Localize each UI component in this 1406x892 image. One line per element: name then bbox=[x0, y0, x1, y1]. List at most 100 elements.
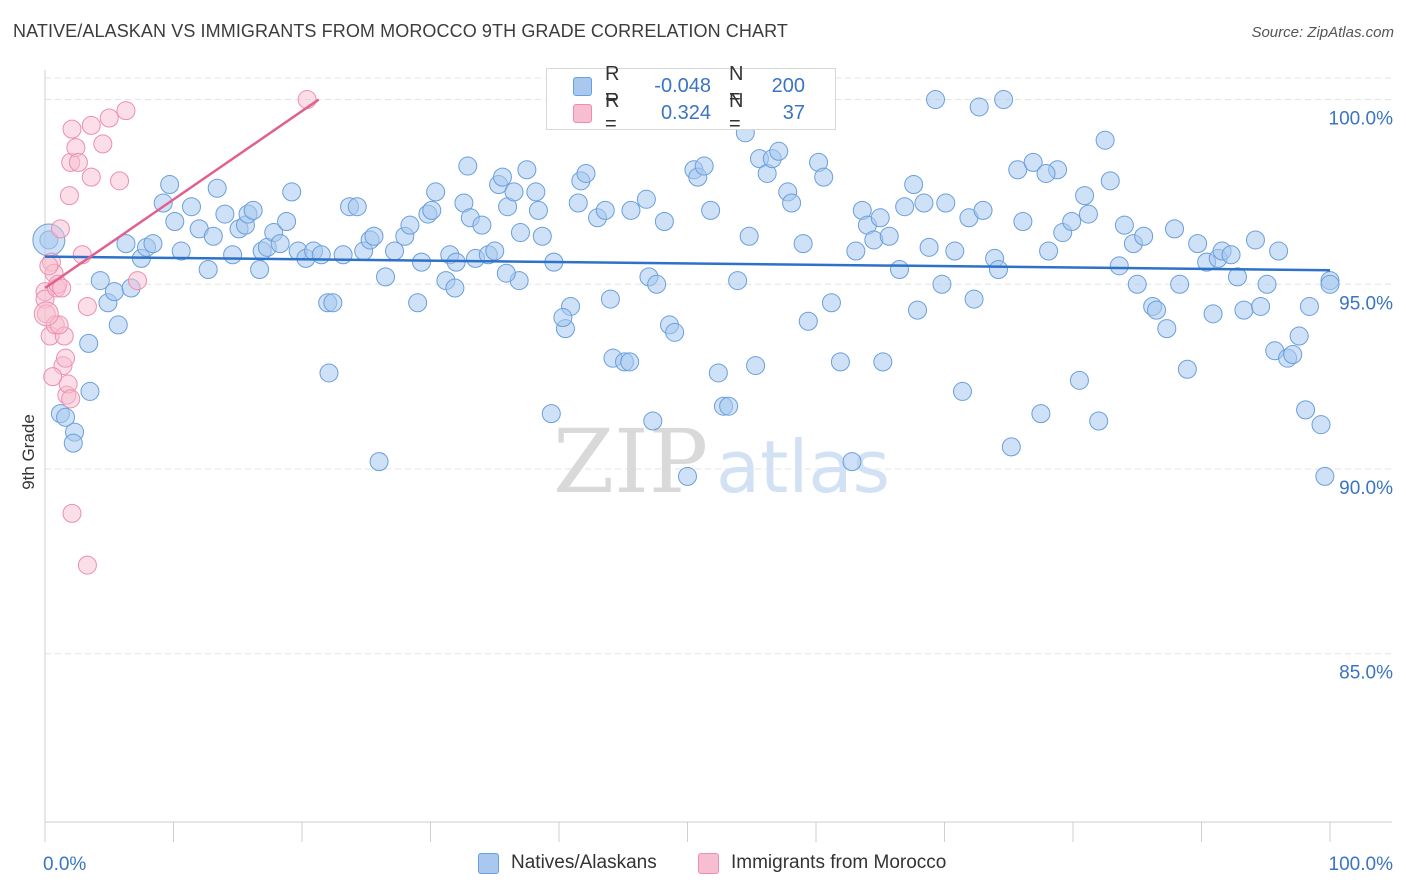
data-point-natives bbox=[458, 156, 478, 176]
correlation-legend: R = -0.048 N = 200 R = 0.324 N = 37 bbox=[546, 63, 836, 135]
axes bbox=[44, 70, 1392, 842]
data-point-natives bbox=[63, 433, 83, 453]
data-point-natives bbox=[223, 245, 243, 265]
bottom-legend-morocco: Immigrants from Morocco bbox=[698, 852, 946, 874]
data-point-natives bbox=[1170, 274, 1190, 294]
data-point-natives bbox=[1299, 296, 1319, 316]
data-point-natives bbox=[701, 200, 721, 220]
data-point-natives bbox=[270, 234, 290, 254]
data-point-natives bbox=[873, 352, 893, 372]
data-point-natives bbox=[879, 226, 899, 246]
legend-n-value: 37 bbox=[782, 101, 805, 124]
y-tick-label: 90.0% bbox=[1339, 478, 1393, 499]
data-point-natives bbox=[620, 352, 640, 372]
data-point-natives bbox=[908, 300, 928, 320]
data-point-natives bbox=[323, 293, 343, 313]
data-point-natives bbox=[647, 274, 667, 294]
bottom-legend-swatch-morocco bbox=[698, 852, 719, 874]
data-point-natives bbox=[1062, 211, 1082, 231]
data-point-natives bbox=[1157, 319, 1177, 339]
data-point-natives bbox=[116, 234, 136, 254]
data-point-natives bbox=[1036, 163, 1056, 183]
data-point-natives bbox=[739, 226, 759, 246]
x-tick-label-max: 100.0% bbox=[1329, 854, 1394, 875]
data-point-natives bbox=[160, 175, 180, 195]
axis-labels: 100.0% 95.0% 90.0% 85.0% 0.0% 100.0% 9th Grade bbox=[19, 109, 1393, 875]
data-point-morocco bbox=[110, 171, 130, 191]
data-point-natives bbox=[412, 252, 432, 272]
data-point-natives bbox=[1289, 326, 1309, 346]
data-point-natives bbox=[895, 197, 915, 217]
data-point-natives bbox=[1257, 274, 1277, 294]
series-immigrants-morocco bbox=[33, 90, 317, 575]
data-point-natives bbox=[969, 97, 989, 117]
data-point-natives bbox=[496, 263, 516, 283]
watermark-atlas: atlas bbox=[716, 425, 890, 509]
data-point-morocco bbox=[62, 119, 82, 139]
data-point-morocco bbox=[297, 90, 317, 110]
data-point-natives bbox=[936, 193, 956, 213]
data-point-morocco bbox=[99, 108, 119, 128]
data-point-natives bbox=[793, 234, 813, 254]
data-point-natives bbox=[1311, 415, 1331, 435]
data-point-natives bbox=[1013, 211, 1033, 231]
y-axis-label: 9th Grade bbox=[19, 414, 38, 490]
data-point-natives bbox=[821, 293, 841, 313]
y-tick-label: 95.0% bbox=[1339, 293, 1393, 314]
data-point-natives bbox=[203, 226, 223, 246]
bottom-legend-swatch-natives bbox=[478, 852, 499, 874]
data-point-natives bbox=[595, 200, 615, 220]
legend-r-label: R = bbox=[605, 90, 620, 135]
data-point-natives bbox=[526, 182, 546, 202]
data-point-natives bbox=[814, 167, 834, 187]
legend-swatch-natives bbox=[573, 77, 592, 96]
chart-title: NATIVE/ALASKAN VS IMMIGRANTS FROM MOROCC… bbox=[13, 21, 788, 41]
data-point-natives bbox=[250, 260, 270, 280]
data-point-natives bbox=[1075, 186, 1095, 206]
data-point-natives bbox=[914, 193, 934, 213]
data-point-natives bbox=[945, 241, 965, 261]
data-point-natives bbox=[472, 215, 492, 235]
trend-line-natives bbox=[44, 255, 1331, 272]
data-point-natives bbox=[215, 204, 235, 224]
data-point-natives bbox=[517, 160, 537, 180]
data-point-morocco bbox=[81, 115, 101, 135]
data-point-natives bbox=[919, 237, 939, 257]
data-point-natives bbox=[1039, 241, 1059, 261]
watermark: ZIP atlas bbox=[553, 410, 890, 513]
data-point-morocco bbox=[128, 271, 148, 291]
data-point-natives bbox=[952, 381, 972, 401]
data-point-morocco bbox=[77, 296, 97, 316]
data-point-natives bbox=[1283, 344, 1303, 364]
data-point-natives bbox=[994, 90, 1014, 110]
legend-r-value: 0.324 bbox=[660, 101, 711, 124]
data-point-morocco bbox=[56, 348, 76, 368]
data-point-morocco-cluster bbox=[33, 301, 59, 327]
data-point-natives bbox=[769, 141, 789, 161]
data-point-morocco bbox=[43, 367, 63, 387]
data-point-natives bbox=[728, 271, 748, 291]
data-point-natives bbox=[636, 189, 656, 209]
data-point-natives bbox=[846, 241, 866, 261]
y-tick-label: 100.0% bbox=[1329, 109, 1394, 130]
data-point-natives bbox=[347, 197, 367, 217]
data-point-morocco bbox=[62, 503, 82, 523]
data-point-natives bbox=[654, 211, 674, 231]
data-point-natives bbox=[541, 404, 561, 424]
data-point-natives bbox=[364, 226, 384, 246]
data-point-natives bbox=[504, 182, 524, 202]
data-point-natives bbox=[1095, 130, 1115, 150]
data-point-natives bbox=[1089, 411, 1109, 431]
data-point-natives bbox=[532, 226, 552, 246]
data-point-natives bbox=[1320, 274, 1340, 294]
data-point-natives bbox=[665, 322, 685, 342]
data-point-natives bbox=[90, 271, 110, 291]
data-point-natives bbox=[171, 241, 191, 261]
data-point-natives bbox=[153, 193, 173, 213]
data-point-natives bbox=[1296, 400, 1316, 420]
data-point-natives bbox=[988, 260, 1008, 280]
data-point-natives bbox=[408, 293, 428, 313]
data-point-natives bbox=[694, 156, 714, 176]
legend-r-label: R = bbox=[605, 63, 620, 108]
